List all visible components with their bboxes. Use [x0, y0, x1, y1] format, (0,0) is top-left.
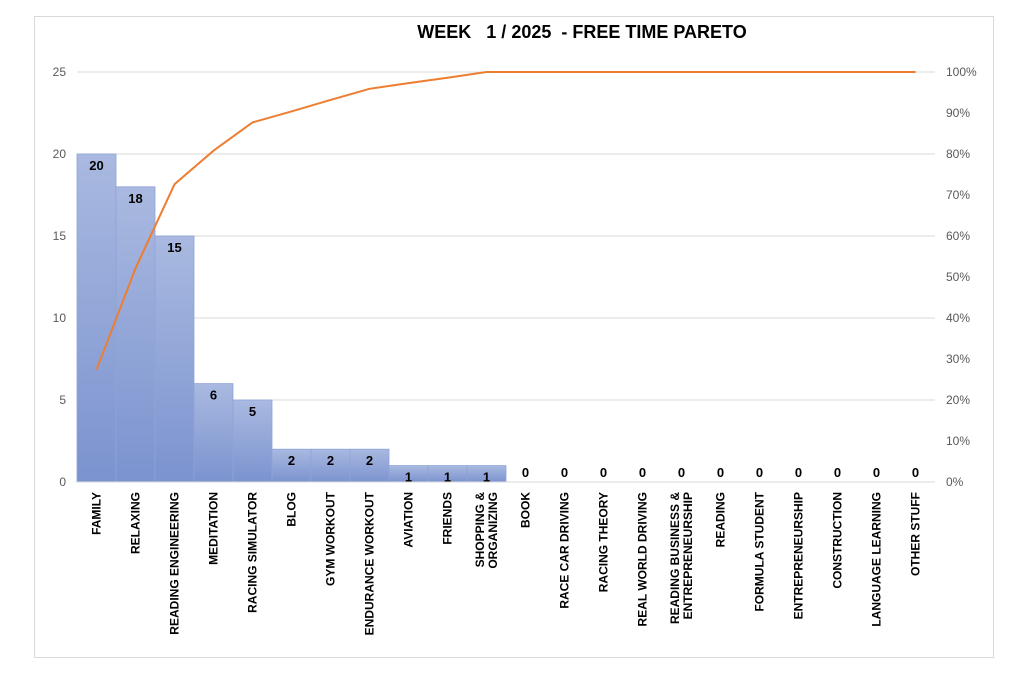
- category-label: OTHER STUFF: [909, 492, 923, 576]
- data-label: 0: [717, 465, 724, 480]
- y2-tick-label: 100%: [946, 65, 977, 79]
- data-label: 15: [167, 240, 181, 255]
- y-tick-label: 20: [53, 147, 67, 161]
- bar: [232, 399, 273, 483]
- data-label: 0: [639, 465, 646, 480]
- category-label: BOOK: [519, 492, 533, 528]
- category-label: FAMILY: [90, 492, 104, 535]
- data-label: 6: [210, 388, 217, 403]
- data-label: 18: [128, 191, 142, 206]
- category-label: ENTREPRENEURSHIP: [792, 492, 806, 619]
- category-label-line: REAL WORLD DRIVING: [636, 492, 650, 626]
- category-label: RACING SIMULATOR: [246, 492, 260, 613]
- category-label-line: OTHER STUFF: [909, 492, 923, 576]
- category-label-line: CONSTRUCTION: [831, 492, 845, 589]
- category-label-line: SHOPPING &: [473, 492, 487, 568]
- category-label: READING BUSINESS & ENTREPRENEURSHIP: [668, 492, 695, 624]
- category-label: MEDITATION: [207, 492, 221, 565]
- category-label-line: BOOK: [519, 492, 533, 528]
- category-label-line: FAMILY: [90, 492, 104, 535]
- y-tick-label: 25: [53, 65, 67, 79]
- data-label: 0: [561, 465, 568, 480]
- y-tick-label: 15: [53, 229, 67, 243]
- y-tick-label: 0: [59, 475, 66, 489]
- gridlines: [77, 71, 935, 401]
- category-label-line: BLOG: [285, 492, 299, 527]
- y2-tick-label: 90%: [946, 106, 970, 120]
- category-label: BLOG: [285, 492, 299, 527]
- category-label-line: RELAXING: [129, 492, 143, 554]
- data-label: 2: [288, 453, 295, 468]
- y2-tick-label: 60%: [946, 229, 970, 243]
- category-label-line: RACING SIMULATOR: [246, 492, 260, 613]
- data-label: 0: [834, 465, 841, 480]
- data-label: 0: [912, 465, 919, 480]
- bars: [76, 153, 507, 483]
- y2-tick-label: 70%: [946, 188, 970, 202]
- category-label: LANGUAGE LEARNING: [870, 492, 884, 627]
- category-label: GYM WORKOUT: [324, 491, 338, 586]
- category-label-line: RACE CAR DRIVING: [558, 492, 572, 609]
- category-label: SHOPPING & ORGANIZING: [473, 492, 500, 569]
- data-label: 2: [327, 453, 334, 468]
- chart-title: WEEK 1 / 2025 - FREE TIME PARETO: [417, 22, 747, 42]
- bar: [193, 383, 234, 483]
- category-label: READING ENGINEERING: [168, 492, 182, 635]
- y-tick-label: 5: [59, 393, 66, 407]
- category-label: RACING THEORY: [597, 492, 611, 592]
- category-label-line: ENDURANCE WORKOUT: [363, 491, 377, 635]
- category-label: ENDURANCE WORKOUT: [363, 491, 377, 635]
- data-label: 2: [366, 453, 373, 468]
- category-label-line: ORGANIZING: [486, 492, 500, 569]
- y2-tick-label: 30%: [946, 352, 970, 366]
- category-label: CONSTRUCTION: [831, 492, 845, 589]
- category-label: FRIENDS: [441, 492, 455, 545]
- category-label: RELAXING: [129, 492, 143, 554]
- y2-tick-label: 80%: [946, 147, 970, 161]
- data-label: 1: [405, 470, 412, 485]
- y2-tick-label: 40%: [946, 311, 970, 325]
- data-label: 0: [522, 465, 529, 480]
- category-label: AVIATION: [402, 492, 416, 548]
- y2-tick-label: 10%: [946, 434, 970, 448]
- data-label: 1: [483, 470, 490, 485]
- cumulative-line: [95, 71, 916, 371]
- category-label: READING: [714, 492, 728, 547]
- data-label: 1: [444, 470, 451, 485]
- chart-frame: [34, 16, 994, 658]
- category-label: REAL WORLD DRIVING: [636, 492, 650, 626]
- category-label-line: FORMULA STUDENT: [753, 491, 767, 611]
- data-label: 0: [600, 465, 607, 480]
- category-label-line: MEDITATION: [207, 492, 221, 565]
- category-label-line: ENTREPRENEURSHIP: [792, 492, 806, 619]
- data-label: 0: [756, 465, 763, 480]
- category-label-line: READING BUSINESS &: [668, 492, 682, 624]
- category-label-line: LANGUAGE LEARNING: [870, 492, 884, 627]
- y2-tick-label: 20%: [946, 393, 970, 407]
- data-label: 0: [795, 465, 802, 480]
- category-label-line: ENTREPRENEURSHIP: [681, 492, 695, 619]
- bar: [76, 153, 117, 483]
- category-label-line: GYM WORKOUT: [324, 491, 338, 586]
- data-label: 0: [873, 465, 880, 480]
- category-label-line: RACING THEORY: [597, 492, 611, 592]
- category-label: FORMULA STUDENT: [753, 491, 767, 611]
- data-label: 0: [678, 465, 685, 480]
- bar: [115, 186, 156, 483]
- y2-tick-label: 0%: [946, 475, 964, 489]
- category-label: RACE CAR DRIVING: [558, 492, 572, 609]
- category-label-line: AVIATION: [402, 492, 416, 548]
- data-label: 20: [89, 158, 103, 173]
- axes: 05101520250%10%20%30%40%50%60%70%80%90%1…: [53, 65, 977, 635]
- category-label-line: READING: [714, 492, 728, 547]
- y2-tick-label: 50%: [946, 270, 970, 284]
- data-labels: 20 18 15 6 5 2 2 2 1 1 1 0 0 0 0 0 0 0 0 0 0 0: [89, 158, 919, 485]
- y-tick-label: 10: [53, 311, 67, 325]
- bar: [154, 235, 195, 483]
- data-label: 5: [249, 404, 256, 419]
- category-label-line: FRIENDS: [441, 492, 455, 545]
- category-label-line: READING ENGINEERING: [168, 492, 182, 635]
- cumulative-percent-line: [95, 71, 916, 371]
